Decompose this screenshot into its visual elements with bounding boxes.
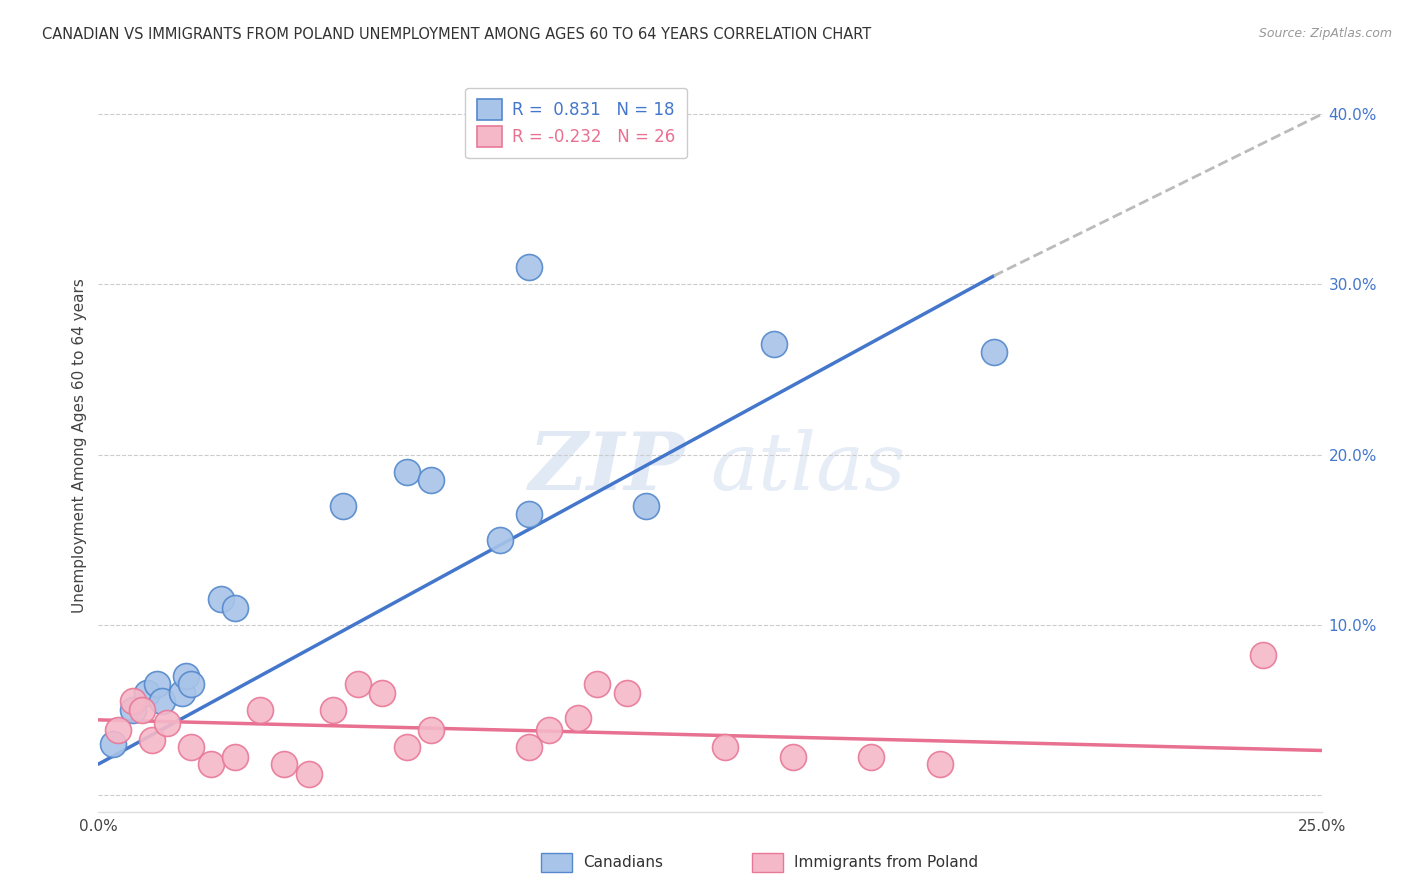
Text: Canadians: Canadians (583, 855, 664, 870)
Text: atlas: atlas (710, 429, 905, 507)
Text: ZIP: ZIP (529, 429, 686, 507)
Y-axis label: Unemployment Among Ages 60 to 64 years: Unemployment Among Ages 60 to 64 years (72, 278, 87, 614)
Legend: R =  0.831   N = 18, R = -0.232   N = 26: R = 0.831 N = 18, R = -0.232 N = 26 (465, 87, 688, 158)
Point (420, 473, 443, 487)
Point (322, 703, 344, 717)
Point (121, 703, 143, 717)
Point (782, 750, 804, 764)
Point (176, 668, 198, 682)
Point (420, 723, 443, 737)
Point (180, 740, 202, 755)
Point (537, 723, 560, 737)
Point (488, 533, 510, 547)
Point (517, 260, 540, 275)
Point (141, 733, 163, 747)
Point (298, 767, 321, 781)
Point (224, 750, 246, 764)
Point (273, 757, 295, 772)
Text: Immigrants from Poland: Immigrants from Poland (794, 855, 979, 870)
Point (1251, 648, 1274, 663)
Point (249, 703, 271, 717)
Point (860, 750, 883, 764)
Point (517, 507, 540, 521)
Point (616, 686, 638, 700)
Point (371, 686, 394, 700)
Point (131, 703, 153, 717)
Point (136, 686, 159, 700)
Point (395, 740, 418, 755)
Point (713, 740, 735, 755)
Point (180, 677, 202, 691)
Point (224, 600, 246, 615)
Point (209, 592, 232, 607)
Point (200, 757, 222, 772)
Point (170, 686, 193, 700)
Point (101, 737, 124, 751)
Point (395, 465, 418, 479)
Point (636, 499, 658, 513)
Point (150, 694, 173, 708)
Point (586, 677, 609, 691)
Point (156, 716, 179, 731)
Point (332, 499, 354, 513)
Text: CANADIAN VS IMMIGRANTS FROM POLAND UNEMPLOYMENT AMONG AGES 60 TO 64 YEARS CORREL: CANADIAN VS IMMIGRANTS FROM POLAND UNEMP… (42, 27, 872, 42)
Text: Source: ZipAtlas.com: Source: ZipAtlas.com (1258, 27, 1392, 40)
Point (146, 677, 169, 691)
Point (929, 757, 952, 772)
Point (121, 694, 143, 708)
Point (567, 711, 589, 725)
Point (517, 740, 540, 755)
Point (107, 723, 129, 737)
Point (983, 345, 1005, 359)
Point (762, 337, 785, 351)
Point (346, 677, 368, 691)
